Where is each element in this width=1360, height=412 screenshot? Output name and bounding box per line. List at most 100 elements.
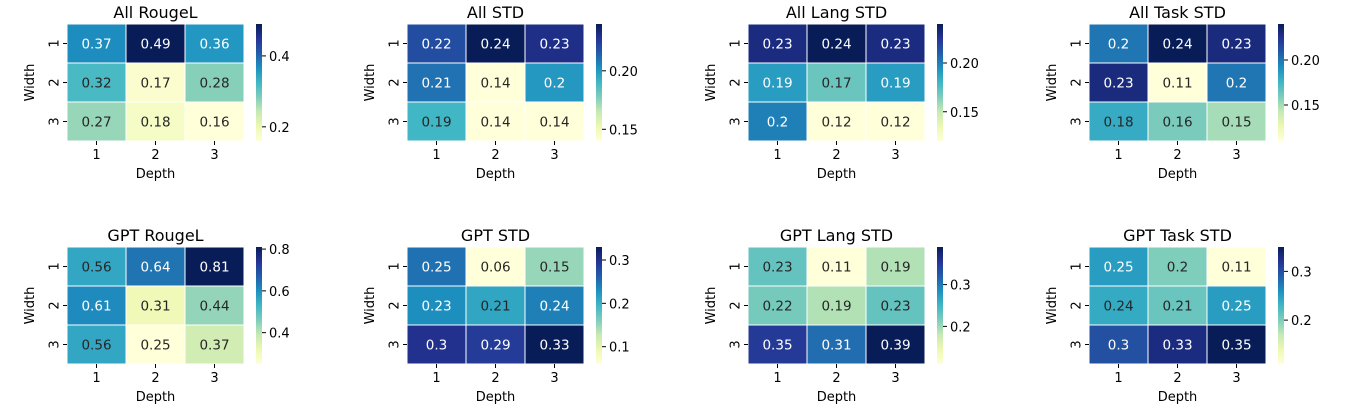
- colorbar-tick-label: 0.3: [950, 279, 971, 294]
- cell-value-label: 0.25: [421, 260, 451, 276]
- heatmap-cell: [1088, 101, 1149, 142]
- heatmap-cell: [865, 23, 926, 64]
- chart-title: GPT RougeL: [107, 226, 203, 245]
- heatmap-cell: [125, 285, 186, 326]
- x-tick-label: 3: [1232, 148, 1240, 163]
- heatmap-cell: [465, 62, 526, 103]
- cell-value-label: 0.17: [821, 76, 851, 92]
- cell-value-label: 0.2: [1226, 76, 1247, 92]
- heatmap-cell: [66, 246, 127, 287]
- cell-value-label: 0.33: [1162, 338, 1192, 354]
- y-tick-label: 1: [388, 262, 403, 270]
- cell-value-label: 0.18: [140, 115, 170, 131]
- colorbar-tick-label: 0.2: [269, 121, 290, 136]
- y-tick-label: 2: [48, 78, 63, 86]
- cell-value-label: 0.16: [199, 115, 229, 131]
- cell-value-label: 0.23: [539, 37, 569, 53]
- cell-value-label: 0.37: [81, 37, 111, 53]
- colorbar-tick-label: 0.20: [609, 65, 638, 80]
- x-tick-label: 1: [92, 371, 100, 386]
- heatmap-cell: [524, 324, 585, 365]
- cell-value-label: 0.28: [199, 76, 229, 92]
- cell-value-label: 0.14: [480, 115, 510, 131]
- cell-value-label: 0.3: [1108, 338, 1129, 354]
- cell-value-label: 0.25: [1103, 260, 1133, 276]
- cell-value-label: 0.81: [199, 260, 229, 276]
- x-tick-label: 3: [891, 371, 899, 386]
- x-tick-label: 2: [832, 371, 840, 386]
- cell-value-label: 0.19: [880, 76, 910, 92]
- cell-value-label: 0.11: [1221, 260, 1251, 276]
- cell-value-label: 0.32: [81, 76, 111, 92]
- heatmap-cell: [465, 101, 526, 142]
- colorbar-tick-label: 0.1: [609, 341, 630, 356]
- y-tick-label: 3: [1070, 340, 1085, 348]
- cell-value-label: 0.19: [880, 260, 910, 276]
- colorbar-tick-label: 0.2: [609, 297, 630, 312]
- y-tick-label: 2: [388, 301, 403, 309]
- heatmap-cell: [865, 101, 926, 142]
- x-tick-label: 2: [832, 148, 840, 163]
- heatmap-cell: [406, 246, 467, 287]
- x-tick-label: 3: [550, 148, 558, 163]
- cell-value-label: 0.61: [81, 299, 111, 315]
- x-axis-label: Depth: [476, 390, 516, 405]
- heatmap-cell: [1206, 285, 1267, 326]
- colorbar-tick-label: 0.8: [269, 243, 290, 258]
- y-axis-label: Width: [1045, 64, 1060, 102]
- cell-value-label: 0.24: [480, 37, 510, 53]
- cell-value-label: 0.25: [1221, 299, 1251, 315]
- heatmap-cell: [865, 285, 926, 326]
- cell-value-label: 0.22: [762, 299, 792, 315]
- cell-value-label: 0.33: [539, 338, 569, 354]
- cell-value-label: 0.14: [539, 115, 569, 131]
- heatmap-cell: [524, 62, 585, 103]
- x-tick-label: 1: [773, 148, 781, 163]
- cell-value-label: 0.44: [199, 299, 229, 315]
- heatmap-cell: [1088, 285, 1149, 326]
- x-tick-label: 1: [432, 148, 440, 163]
- cell-value-label: 0.2: [544, 76, 565, 92]
- heatmap-cell: [184, 324, 245, 365]
- heatmap-cell: [406, 101, 467, 142]
- heatmap-cell: [1206, 23, 1267, 64]
- x-tick-label: 1: [773, 371, 781, 386]
- chart-title: GPT Task STD: [1123, 226, 1232, 245]
- cell-value-label: 0.2: [1108, 37, 1129, 53]
- cell-value-label: 0.39: [880, 338, 910, 354]
- heatmap-cell: [747, 62, 808, 103]
- cell-value-label: 0.37: [199, 338, 229, 354]
- y-tick-label: 1: [48, 262, 63, 270]
- cell-value-label: 0.24: [1103, 299, 1133, 315]
- heatmap-cell: [125, 324, 186, 365]
- cell-value-label: 0.14: [480, 76, 510, 92]
- cell-value-label: 0.24: [821, 37, 851, 53]
- heatmap-cell: [465, 246, 526, 287]
- colorbar-tick-label: 0.3: [1291, 265, 1312, 280]
- y-tick-label: 1: [1070, 262, 1085, 270]
- x-axis-label: Depth: [1158, 390, 1198, 405]
- y-tick-label: 3: [729, 117, 744, 125]
- colorbar: [256, 247, 262, 364]
- y-tick-label: 2: [1070, 78, 1085, 86]
- x-tick-label: 3: [891, 148, 899, 163]
- cell-value-label: 0.2: [767, 115, 788, 131]
- heatmap-cell: [747, 23, 808, 64]
- chart-title: GPT Lang STD: [780, 226, 893, 245]
- x-axis-label: Depth: [1158, 167, 1198, 182]
- y-axis-label: Width: [704, 64, 719, 102]
- heatmap-cell: [865, 62, 926, 103]
- heatmap-cell: [184, 62, 245, 103]
- cell-value-label: 0.64: [140, 260, 170, 276]
- y-axis-label: Width: [704, 287, 719, 325]
- y-axis-label: Width: [363, 287, 378, 325]
- x-axis-label: Depth: [817, 167, 857, 182]
- cell-value-label: 0.2: [1167, 260, 1188, 276]
- colorbar: [1278, 24, 1284, 141]
- y-tick-label: 1: [729, 262, 744, 270]
